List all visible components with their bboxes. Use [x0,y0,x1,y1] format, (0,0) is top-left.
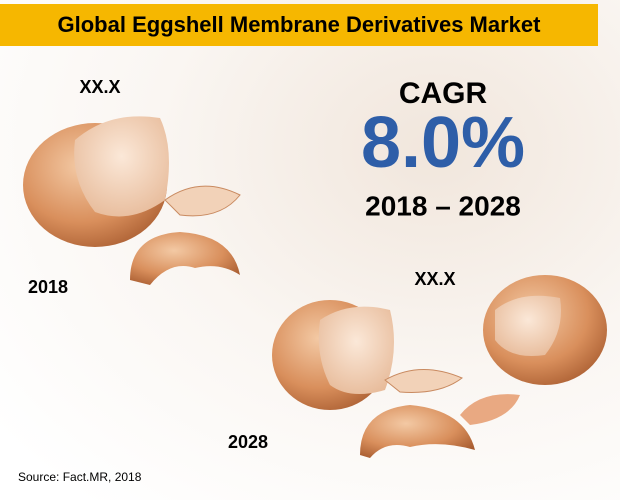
value-2018: XX.X [79,77,120,97]
eggshells [23,116,607,458]
cagr-period: 2018 – 2028 [365,190,521,221]
title: Global Eggshell Membrane Derivatives Mar… [58,12,542,37]
value-2028: XX.X [414,269,455,289]
year-2028: 2028 [228,432,268,452]
cagr-rate: 8.0% [361,103,525,183]
title-bar [0,4,598,46]
source: Source: Fact.MR, 2018 [18,470,142,484]
year-2018: 2018 [28,277,68,297]
cagr-label: CAGR [399,77,488,110]
